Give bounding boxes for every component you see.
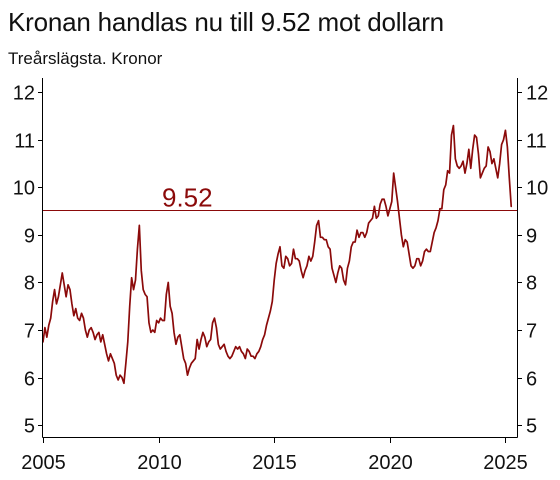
x-tick-label: 2015	[252, 452, 297, 474]
x-axis: 2005 2010 2015 2020 2025	[21, 437, 528, 474]
series-line	[42, 124, 513, 385]
chart-subtitle: Treårslägsta. Kronor	[8, 49, 163, 68]
y-tick-label-right: 7	[526, 321, 537, 343]
y-tick-label-right: 9	[526, 226, 537, 248]
x-tick-label: 2025	[483, 452, 528, 474]
y-tick-label-left: 5	[24, 416, 35, 438]
y-tick-label-right: 6	[526, 369, 537, 391]
series-group	[42, 124, 513, 385]
y-axis-left: 5 6 7 8 9 10 11 12	[13, 83, 43, 438]
y-tick-label-right: 11	[526, 131, 547, 153]
x-tick-label: 2005	[21, 452, 66, 474]
y-tick-label-right: 10	[526, 178, 548, 200]
x-tick-label: 2020	[368, 452, 413, 474]
y-tick-label-left: 6	[24, 369, 35, 391]
y-tick-label-right: 12	[526, 83, 548, 105]
y-axis-right: 5 6 7 8 9 10 11 12	[518, 83, 548, 438]
y-tick-label-left: 12	[13, 83, 35, 105]
y-tick-label-left: 11	[14, 131, 35, 153]
reference-line-group: 9.52	[43, 183, 517, 213]
y-tick-label-left: 7	[24, 321, 35, 343]
y-tick-label-left: 10	[13, 178, 35, 200]
y-tick-label-left: 8	[24, 273, 35, 295]
axes	[42, 78, 518, 438]
x-tick-label: 2010	[137, 452, 182, 474]
y-tick-label-right: 5	[526, 416, 537, 438]
chart-title: Kronan handlas nu till 9.52 mot dollarn	[8, 7, 444, 37]
reference-line-label: 9.52	[162, 183, 213, 213]
y-tick-label-left: 9	[24, 226, 35, 248]
y-tick-label-right: 8	[526, 273, 537, 295]
